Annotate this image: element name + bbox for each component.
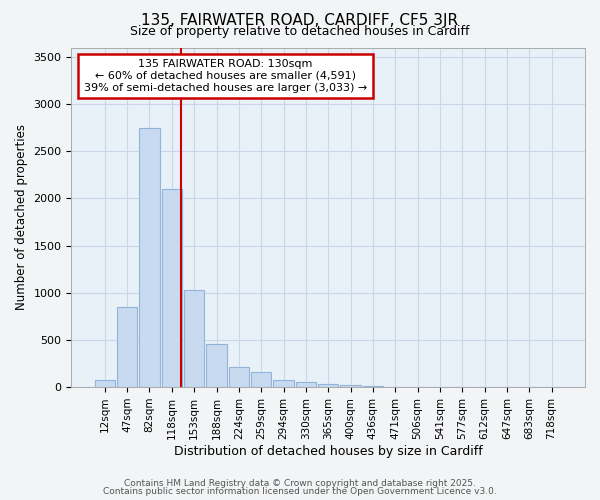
Bar — [139, 128, 160, 387]
Bar — [340, 385, 361, 387]
Bar — [363, 386, 383, 387]
Bar — [229, 368, 249, 387]
Y-axis label: Number of detached properties: Number of detached properties — [15, 124, 28, 310]
Bar — [318, 384, 338, 387]
Text: 135 FAIRWATER ROAD: 130sqm
← 60% of detached houses are smaller (4,591)
39% of s: 135 FAIRWATER ROAD: 130sqm ← 60% of deta… — [84, 60, 367, 92]
Text: Contains HM Land Registry data © Crown copyright and database right 2025.: Contains HM Land Registry data © Crown c… — [124, 478, 476, 488]
Bar — [162, 189, 182, 387]
Bar — [117, 307, 137, 387]
Bar — [184, 290, 204, 387]
Bar — [296, 382, 316, 387]
Bar — [206, 344, 227, 387]
Bar — [95, 380, 115, 387]
Text: Contains public sector information licensed under the Open Government Licence v3: Contains public sector information licen… — [103, 487, 497, 496]
Text: 135, FAIRWATER ROAD, CARDIFF, CF5 3JR: 135, FAIRWATER ROAD, CARDIFF, CF5 3JR — [142, 12, 458, 28]
Bar — [274, 380, 293, 387]
Bar — [251, 372, 271, 387]
Text: Size of property relative to detached houses in Cardiff: Size of property relative to detached ho… — [130, 25, 470, 38]
X-axis label: Distribution of detached houses by size in Cardiff: Distribution of detached houses by size … — [174, 444, 482, 458]
